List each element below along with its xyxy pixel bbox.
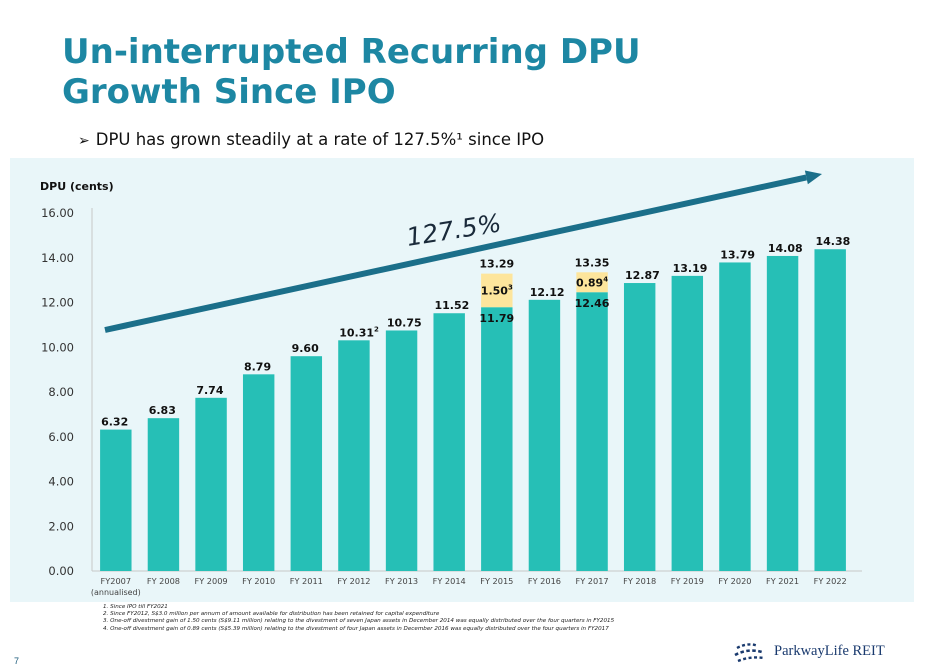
- one-off-bar-fy2015: [481, 273, 513, 308]
- x-tick-label: FY 2021: [766, 576, 799, 586]
- bar-fy2012: [338, 340, 370, 571]
- y-axis-title: DPU (cents): [40, 180, 114, 193]
- trend-arrow-line: [104, 174, 808, 333]
- bar-fy2018: [623, 283, 656, 571]
- arrow-bullet-icon: ➢: [78, 133, 90, 149]
- data-label: 14.08: [768, 242, 803, 255]
- data-label: 12.12: [530, 286, 565, 299]
- data-label-base: 12.46: [575, 297, 610, 310]
- data-label-one-off: 0.894: [576, 275, 608, 289]
- summary-bullet-text: DPU has grown steadily at a rate of 127.…: [95, 130, 545, 149]
- x-tick-label: FY 2008: [147, 576, 180, 586]
- bar-fy2020: [719, 262, 751, 571]
- dpu-bar-chart: DPU (cents) 0.00 2.00 4.00 6.00 8.00 10.00 12.0…: [10, 158, 914, 602]
- summary-bullet: ➢ DPU has grown steadily at a rate of 127…: [78, 130, 544, 149]
- bar-fy2010: [242, 374, 275, 571]
- footnote-2: 2. Since FY2012, S$3.0 million per annum…: [103, 611, 440, 618]
- data-label-total: 13.29: [479, 258, 514, 271]
- x-tick-note: (annualised): [91, 588, 141, 597]
- data-label: 10.312: [339, 325, 379, 339]
- data-label: 13.79: [720, 248, 755, 261]
- x-tick-label: FY 2019: [671, 576, 704, 586]
- y-tick-label: 4.00: [48, 475, 74, 489]
- data-label-base: 11.79: [479, 312, 514, 325]
- data-label: 14.38: [815, 235, 850, 248]
- one-off-bar-fy2017: [576, 272, 608, 293]
- data-label: 6.83: [149, 404, 176, 417]
- x-tick-label: FY 2015: [480, 576, 513, 586]
- page-number: 7: [14, 656, 20, 666]
- bar-fy2009: [195, 397, 227, 571]
- data-label: 11.52: [434, 299, 469, 312]
- y-tick-label: 0.00: [48, 564, 74, 578]
- bar-fy2013: [385, 330, 418, 571]
- logo-text: ParkwayLife REIT: [774, 643, 885, 659]
- bar-fy2019: [671, 275, 704, 571]
- x-tick-label: FY 2012: [337, 576, 370, 586]
- data-label: 10.75: [387, 316, 422, 329]
- bar-fy2016: [528, 299, 561, 571]
- bar-fy2007: [100, 429, 132, 571]
- x-tick-label: FY 2016: [528, 576, 561, 586]
- data-label: 12.87: [625, 269, 660, 282]
- y-tick-label: 10.00: [41, 340, 74, 354]
- bar-fy2022: [814, 249, 846, 571]
- y-tick-label: 14.00: [41, 251, 74, 265]
- data-label: 6.32: [101, 416, 128, 429]
- y-tick-label: 16.00: [41, 206, 74, 220]
- y-tick-label: 6.00: [48, 430, 74, 444]
- data-label: 8.79: [244, 360, 271, 373]
- data-label-total: 13.35: [575, 256, 610, 269]
- company-logo: ParkwayLife REIT: [734, 638, 904, 664]
- footnote-3: 3. One-off divestment gain of 1.50 cents…: [103, 618, 615, 625]
- x-tick-label: FY 2017: [575, 576, 608, 586]
- bar-fy2008: [147, 418, 180, 571]
- y-tick-label: 8.00: [48, 385, 74, 399]
- footnotes: 1. Since IPO till FY2021 2. Since FY2012…: [103, 604, 614, 633]
- y-tick-label: 12.00: [41, 296, 74, 310]
- data-label: 13.19: [673, 262, 708, 275]
- x-tick-label: FY 2009: [194, 576, 227, 586]
- bar-fy2014: [433, 313, 465, 571]
- footnote-1: 1. Since IPO till FY2021: [103, 604, 168, 610]
- bar-fy2017: [576, 292, 608, 571]
- bar-fy2011: [290, 356, 323, 571]
- title-line-2: Growth Since IPO: [62, 72, 396, 112]
- x-tick-label: FY 2014: [433, 576, 466, 586]
- x-tick-label: FY 2011: [290, 576, 323, 586]
- trend-arrow-head: [804, 170, 822, 185]
- x-tick-label: FY 2013: [385, 576, 418, 586]
- x-tick-label: FY 2022: [814, 576, 847, 586]
- data-label: 9.60: [292, 342, 319, 355]
- bar-fy2021: [766, 255, 799, 571]
- title-line-1: Un-interrupted Recurring DPU: [62, 32, 641, 72]
- x-tick-label: FY 2010: [242, 576, 275, 586]
- x-tick-label: FY 2020: [718, 576, 751, 586]
- data-label: 7.74: [196, 384, 223, 397]
- page-title: Un-interrupted Recurring DPU Growth Sinc…: [62, 32, 641, 112]
- parkway-logo-icon: [734, 643, 765, 663]
- bar-fy2015: [481, 307, 513, 571]
- x-tick-label: FY 2018: [623, 576, 656, 586]
- data-label-one-off: 1.503: [481, 283, 513, 297]
- x-tick-label: FY2007: [101, 576, 132, 586]
- footnote-4: 4. One-off divestment gain of 0.89 cents…: [103, 625, 609, 632]
- y-tick-label: 2.00: [48, 519, 74, 533]
